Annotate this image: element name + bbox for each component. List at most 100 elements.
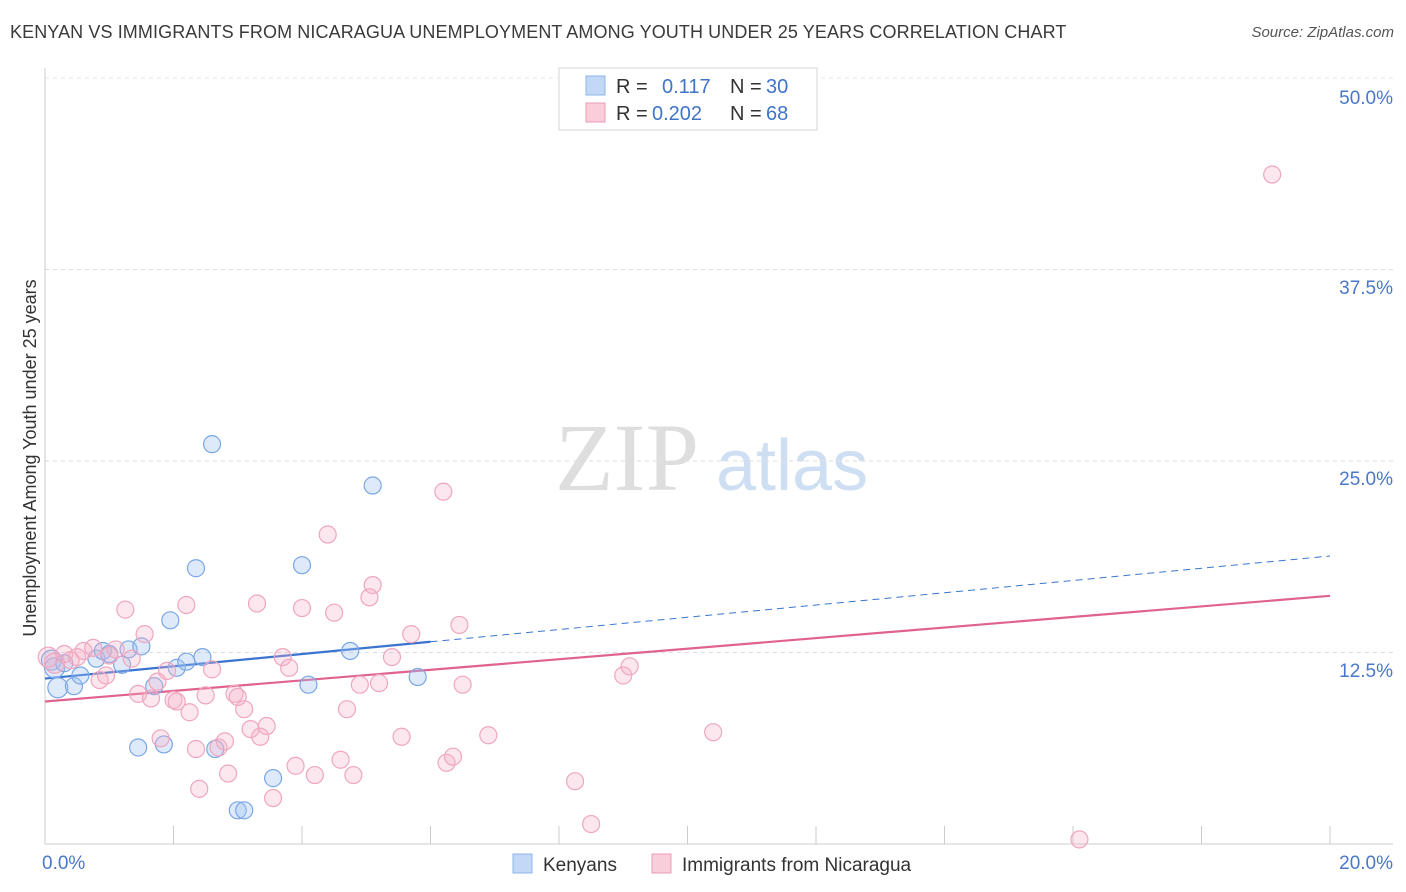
nicaragua-point-59: [453, 675, 472, 694]
kenyans-point-24: [263, 769, 283, 788]
nicaragua-point-47: [344, 765, 363, 785]
x-tick-label-min: 0.0%: [42, 853, 85, 874]
nicaragua-point-15: [141, 689, 161, 708]
stats-legend-r-nicaragua: 0.202: [652, 103, 702, 125]
gridlines: [45, 77, 1393, 653]
kenyans-trend-line: [44, 640, 431, 680]
watermark-atlas: atlas: [716, 426, 868, 506]
nicaragua-point-37: [263, 788, 283, 808]
nicaragua-point-29: [219, 764, 238, 783]
y-axis-title: Unemployment Among Youth under 25 years: [20, 279, 40, 636]
series-legend-label-nicaragua: Immigrants from Nicaragua: [682, 855, 912, 876]
nicaragua-point-40: [286, 756, 305, 775]
trend-lines: [44, 555, 1331, 703]
kenyans-trend-extension: [430, 555, 1331, 643]
x-tick-label-max: 20.0%: [1339, 853, 1393, 874]
nicaragua-point-36: [257, 716, 276, 736]
nicaragua-point-48: [350, 675, 369, 694]
kenyans-point-20: [202, 435, 222, 454]
y-tick-label-12-5: 12.5%: [1339, 661, 1393, 682]
nicaragua-point-41: [292, 598, 312, 618]
kenyans-point-28: [363, 476, 382, 495]
kenyans-point-23: [235, 801, 254, 820]
stats-legend-r-kenyans: 0.117: [662, 76, 711, 98]
nicaragua-point-58: [450, 615, 469, 635]
stats-legend-n-kenyans: 30: [766, 76, 788, 98]
nicaragua-point-57: [443, 747, 463, 766]
nicaragua-point-43: [318, 525, 337, 544]
nicaragua-point-34: [247, 594, 267, 613]
kenyans-point-12: [129, 738, 148, 757]
nicaragua-point-26: [202, 660, 222, 679]
chart-title: KENYAN VS IMMIGRANTS FROM NICARAGUA UNEM…: [10, 22, 1067, 42]
nicaragua-point-8: [96, 666, 116, 685]
kenyans-point-26: [292, 556, 312, 575]
stats-legend-n-label-kenyans: N =: [730, 76, 762, 98]
series-legend-swatch-nicaragua: [651, 853, 672, 874]
nicaragua-point-7: [90, 670, 109, 690]
nicaragua-point-17: [151, 729, 170, 748]
nicaragua-point-53: [392, 727, 411, 746]
nicaragua-point-67: [1263, 165, 1282, 184]
y-tick-label-37-5: 37.5%: [1339, 278, 1393, 299]
nicaragua-point-66: [1070, 830, 1089, 849]
kenyans-point-25: [299, 675, 318, 694]
nicaragua-point-54: [402, 625, 421, 644]
stats-legend-r-label-nicaragua: R =: [616, 103, 648, 125]
kenyans-point-15: [161, 611, 180, 630]
nicaragua-point-50: [360, 588, 379, 607]
kenyans-point-2: [47, 677, 69, 699]
nicaragua-point-1: [44, 652, 66, 674]
stats-legend-r-label-kenyans: R =: [616, 76, 648, 98]
stats-legend-n-label-nicaragua: N =: [730, 103, 762, 125]
nicaragua-point-51: [370, 674, 389, 693]
nicaragua-point-24: [190, 779, 209, 798]
kenyans-point-27: [341, 641, 360, 661]
nicaragua-point-45: [331, 750, 350, 769]
nicaragua-point-10: [106, 640, 125, 659]
nicaragua-point-55: [434, 482, 453, 501]
nicaragua-point-32: [235, 700, 254, 719]
nicaragua-point-44: [325, 603, 344, 622]
nicaragua-point-63: [614, 666, 633, 685]
nicaragua-point-6: [84, 638, 103, 658]
nicaragua-point-18: [157, 661, 177, 680]
y-tick-label-50: 50.0%: [1339, 88, 1393, 109]
nicaragua-point-25: [196, 686, 215, 705]
nicaragua-point-52: [382, 647, 402, 667]
kenyans-point-5: [71, 666, 90, 685]
y-tick-label-25: 25.0%: [1339, 469, 1393, 490]
nicaragua-point-23: [186, 739, 206, 759]
stats-legend: R = 0.117 N = 30 R = 0.202 N = 68: [558, 67, 818, 131]
source-label: Source: ZipAtlas.com: [1251, 24, 1394, 41]
kenyans-point-29: [408, 667, 427, 687]
kenyans-point-19: [193, 647, 212, 667]
stats-legend-n-nicaragua: 68: [766, 103, 788, 125]
kenyans-point-9: [112, 655, 132, 674]
nicaragua-point-42: [305, 765, 324, 785]
stats-legend-swatch-nicaragua: [585, 102, 606, 123]
nicaragua-point-38: [273, 647, 292, 667]
nicaragua-point-20: [167, 692, 186, 711]
nicaragua-point-35: [251, 727, 270, 746]
kenyans-point-4: [64, 677, 84, 696]
nicaragua-trend-line: [44, 594, 1331, 703]
kenyans-point-18: [186, 559, 206, 578]
nicaragua-point-28: [215, 732, 234, 751]
nicaragua-point-30: [225, 684, 244, 703]
nicaragua-point-61: [565, 772, 585, 791]
kenyans-point-17: [177, 652, 196, 671]
nicaragua-point-22: [180, 703, 199, 722]
series-legend-label-kenyans: Kenyans: [543, 855, 617, 876]
watermark-zip: ZIP: [555, 404, 699, 511]
nicaragua-point-0: [37, 646, 59, 668]
kenyans-point-22: [228, 801, 247, 820]
nicaragua-point-60: [479, 726, 498, 745]
series-legend: Kenyans Immigrants from Nicaragua: [512, 853, 912, 876]
series-legend-swatch-kenyans: [512, 853, 533, 874]
nicaragua-point-11: [116, 600, 135, 619]
stats-legend-swatch-kenyans: [585, 75, 606, 96]
axes: [44, 68, 1393, 845]
nicaragua-point-62: [582, 814, 601, 834]
